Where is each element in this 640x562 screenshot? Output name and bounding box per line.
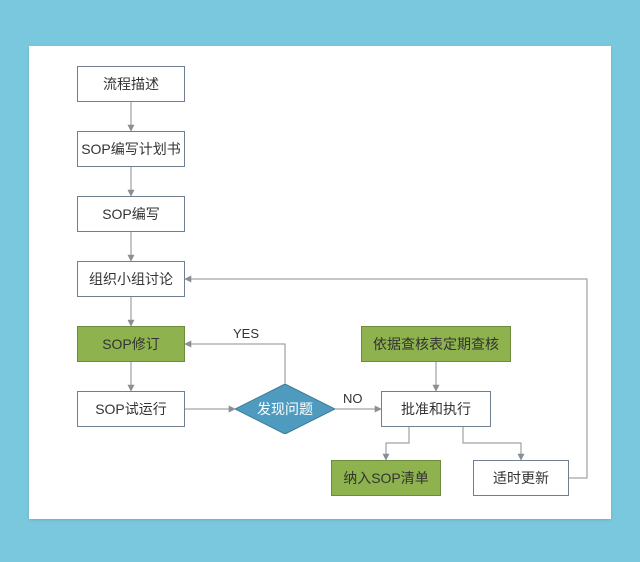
node-n3: SOP编写 [77, 196, 185, 232]
node-n1: 流程描述 [77, 66, 185, 102]
node-n6: SOP试运行 [77, 391, 185, 427]
node-n9: 纳入SOP清单 [331, 460, 441, 496]
node-n10: 适时更新 [473, 460, 569, 496]
edge-e11 [463, 427, 521, 460]
decision-d1: 发现问题 [235, 384, 335, 434]
node-n7: 依据查核表定期查核 [361, 326, 511, 362]
edge-e7 [185, 344, 285, 384]
edge-e10 [386, 427, 409, 460]
edge-label-e8: NO [343, 391, 363, 406]
node-n4: 组织小组讨论 [77, 261, 185, 297]
node-n8: 批准和执行 [381, 391, 491, 427]
flowchart-canvas: YES NO 流程描述 SOP编写计划书 SOP编写组织小组讨论 SOP修订 SOP试运行 发… [29, 46, 611, 519]
edge-label-e7: YES [233, 326, 259, 341]
node-n2: SOP编写计划书 [77, 131, 185, 167]
decision-label: 发现问题 [235, 384, 335, 434]
node-n5: SOP修订 [77, 326, 185, 362]
